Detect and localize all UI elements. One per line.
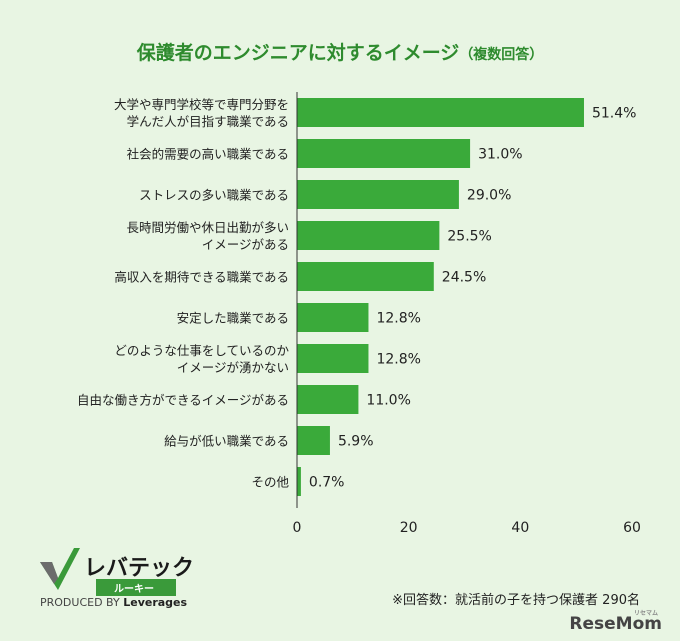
produced-by: PRODUCED BY Leverages — [40, 596, 187, 609]
bar-5 — [297, 303, 369, 332]
category-label-6-0: どのような仕事をしているのか — [114, 343, 289, 358]
bar-2 — [297, 180, 459, 209]
category-label-3-0: 長時間労働や休日出勤が多い — [126, 220, 289, 235]
bar-1 — [297, 139, 471, 168]
value-label-9: 0.7% — [309, 475, 345, 491]
bar-0 — [297, 98, 584, 127]
x-tick-label-3: 60 — [623, 520, 641, 536]
watermark-text: ReseMom — [569, 614, 662, 634]
category-label-6-1: イメージが湧かない — [177, 360, 289, 375]
bar-8 — [297, 426, 330, 455]
category-label-0-1: 学んだ人が目指す職業である — [127, 114, 289, 129]
value-label-4: 24.5% — [442, 270, 486, 286]
footnote: ※回答数：就活前の子を持つ保護者 290名 — [392, 593, 640, 608]
bar-4 — [297, 262, 434, 291]
produced-by-label: PRODUCED BY — [40, 596, 120, 609]
levtech-rookie-logo: レバテック ルーキー PRODUCED BY Leverages — [40, 548, 200, 618]
category-label-1-0: 社会的需要の高い職業である — [127, 147, 289, 162]
category-label-7-0: 自由な働き方ができるイメージがある — [77, 393, 289, 408]
category-label-9-0: その他 — [251, 475, 289, 490]
watermark-sub: リセマム — [633, 610, 658, 617]
logo-sub: ルーキー — [96, 579, 176, 596]
category-label-0-0: 大学や専門学校等で専門分野を — [114, 97, 289, 112]
x-tick-label-0: 0 — [293, 520, 302, 536]
category-label-5-0: 安定した職業である — [177, 311, 289, 326]
logo-name: レバテック — [84, 556, 195, 581]
value-label-2: 29.0% — [467, 188, 511, 204]
value-label-5: 12.8% — [376, 311, 420, 327]
chart-title: 保護者のエンジニアに対するイメージ（複数回答） — [0, 38, 680, 65]
value-label-1: 31.0% — [478, 147, 522, 163]
x-tick-label-1: 20 — [400, 520, 418, 536]
title-suffix: （複数回答） — [459, 47, 544, 63]
title-main: 保護者のエンジニアに対するイメージ — [136, 42, 460, 64]
category-label-3-1: イメージがある — [202, 237, 289, 252]
x-tick-label-2: 40 — [511, 520, 529, 536]
watermark: ReseMom リセマム — [569, 610, 662, 634]
bar-9 — [297, 467, 301, 496]
value-label-8: 5.9% — [338, 434, 374, 450]
category-label-4-0: 高収入を期待できる職業である — [114, 270, 289, 285]
value-label-3: 25.5% — [447, 229, 491, 245]
bar-6 — [297, 344, 369, 373]
value-label-7: 11.0% — [366, 393, 410, 409]
checkmark-logo-icon — [40, 548, 80, 590]
company-name: Leverages — [123, 596, 188, 609]
category-label-2-0: ストレスの多い職業である — [139, 188, 289, 203]
value-label-0: 51.4% — [592, 106, 636, 122]
bar-3 — [297, 221, 440, 250]
category-label-8-0: 給与が低い職業である — [164, 434, 289, 449]
value-label-6: 12.8% — [376, 352, 420, 368]
bar-7 — [297, 385, 359, 414]
